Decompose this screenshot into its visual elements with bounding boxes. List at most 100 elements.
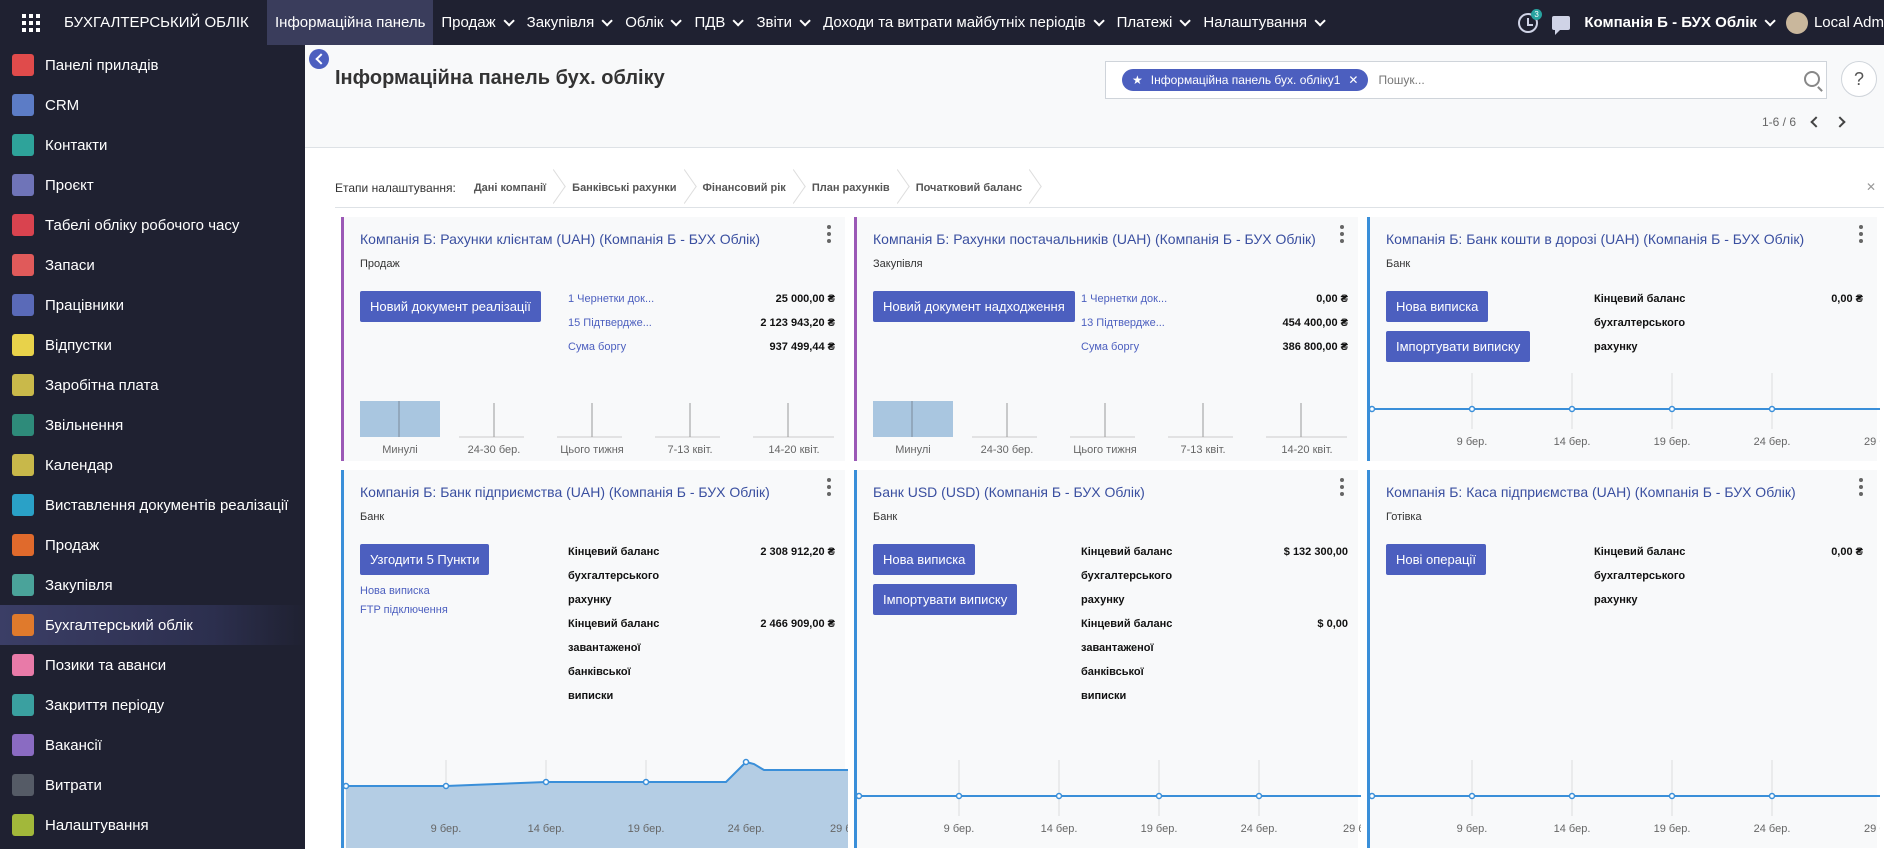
bar[interactable] [360, 401, 440, 437]
help-button[interactable]: ? [1841, 61, 1877, 97]
card-title[interactable]: Банк USD (USD) (Компанія Б - БУХ Облік) [873, 484, 1145, 500]
menu-purchase[interactable]: Закупівля [519, 0, 618, 45]
pager-value[interactable]: 1-6 / 6 [1762, 115, 1797, 129]
sidebar-item[interactable]: Запаси [0, 245, 305, 285]
line-chart[interactable]: 9 бер. 14 бер. 19 бер. 24 бер. 29 бер. [344, 758, 848, 848]
data-point[interactable] [1468, 405, 1476, 413]
data-point[interactable] [857, 792, 863, 800]
new-statement-button[interactable]: Нова виписка [873, 544, 976, 575]
card-title[interactable]: Компанія Б: Банк кошти в дорозі (UAH) (К… [1386, 231, 1805, 247]
data-point[interactable] [1668, 405, 1676, 413]
sidebar-item[interactable]: Заробітна плата [0, 365, 305, 405]
back-arrow-icon[interactable] [309, 49, 329, 69]
data-point[interactable] [1768, 405, 1776, 413]
sidebar-item[interactable]: CRM [0, 85, 305, 125]
search-bar[interactable]: ★ Інформаційна панель бух. обліку1 ✕ [1105, 61, 1827, 99]
data-point[interactable] [1568, 792, 1576, 800]
card-title[interactable]: Компанія Б: Банк підприємства (UAH) (Ком… [360, 484, 770, 500]
user-menu[interactable]: Local Adm [1785, 11, 1884, 34]
chat-icon[interactable] [1552, 15, 1571, 35]
setup-step-fiscal-year[interactable]: Фінансовий рік [703, 168, 804, 208]
stat-label[interactable]: Сума боргу [568, 341, 627, 353]
data-point[interactable] [742, 758, 750, 766]
sidebar-item[interactable]: Виставлення документів реалізації [0, 485, 305, 525]
data-point[interactable] [1155, 792, 1163, 800]
bar[interactable] [873, 401, 953, 437]
menu-configuration[interactable]: Налаштування [1195, 0, 1330, 45]
card-title[interactable]: Компанія Б: Рахунки клієнтам (UAH) (Комп… [360, 231, 761, 247]
data-point[interactable] [344, 782, 350, 790]
menu-sales[interactable]: Продаж [433, 0, 518, 45]
menu-reports[interactable]: Звіти [748, 0, 815, 45]
kebab-menu-icon[interactable] [827, 225, 831, 243]
new-transactions-button[interactable]: Нові операції [1386, 544, 1486, 575]
new-statement-link[interactable]: Нова виписка [360, 585, 430, 597]
sidebar-item[interactable]: Відпустки [0, 325, 305, 365]
remove-facet-icon[interactable]: ✕ [1348, 73, 1359, 87]
stat-label[interactable]: Сума боргу [1081, 341, 1140, 353]
sidebar-item[interactable]: Вакансії [0, 725, 305, 765]
ftp-connection-link[interactable]: FTP підключення [360, 604, 448, 616]
data-point[interactable] [1668, 792, 1676, 800]
line-chart[interactable]: 9 бер. 14 бер. 19 бер. 24 бер. 29 бер. [1370, 371, 1880, 461]
new-invoice-button[interactable]: Новий документ реалізації [360, 291, 541, 322]
sidebar-item[interactable]: Бухгалтерський облік [0, 605, 305, 645]
chevron-left-icon[interactable] [1810, 116, 1822, 128]
setup-step-bank[interactable]: Банківські рахунки [572, 168, 694, 208]
kebab-menu-icon[interactable] [1859, 478, 1863, 496]
sidebar-item[interactable]: Працівники [0, 285, 305, 325]
stat-label[interactable]: 1 Чернетки док... [1081, 293, 1168, 305]
stat-label[interactable]: 15 Підтвердже... [568, 317, 652, 329]
apps-menu-button[interactable] [0, 0, 62, 45]
new-bill-button[interactable]: Новий документ надходження [873, 291, 1075, 322]
data-point[interactable] [955, 792, 963, 800]
activity-clock-icon[interactable]: 3 [1518, 8, 1542, 33]
company-switcher[interactable]: Компанія Б - БУХ Облік [1584, 14, 1776, 31]
sidebar-item[interactable]: Закриття періоду [0, 685, 305, 725]
line-chart[interactable]: 9 бер. 14 бер. 19 бер. 24 бер. 29 бер. [857, 758, 1361, 848]
sidebar-item[interactable]: Звільнення [0, 405, 305, 445]
data-point[interactable] [1768, 792, 1776, 800]
close-icon[interactable]: ✕ [1865, 180, 1876, 194]
menu-deferred[interactable]: Доходи та витрати майбутніх періодів [815, 0, 1109, 45]
data-point[interactable] [642, 778, 650, 786]
menu-vat[interactable]: ПДВ [686, 0, 748, 45]
menu-accounting[interactable]: Облік [617, 0, 686, 45]
card-title[interactable]: Компанія Б: Каса підприємства (UAH) (Ком… [1386, 484, 1796, 500]
setup-step-company[interactable]: Дані компанії [474, 168, 564, 208]
data-point[interactable] [1568, 405, 1576, 413]
data-point[interactable] [1255, 792, 1263, 800]
setup-step-coa[interactable]: План рахунків [812, 168, 908, 208]
sidebar-item[interactable]: Налаштування [0, 805, 305, 845]
data-point[interactable] [1055, 792, 1063, 800]
search-icon[interactable] [1804, 71, 1820, 87]
kebab-menu-icon[interactable] [1340, 225, 1344, 243]
card-title[interactable]: Компанія Б: Рахунки постачальників (UAH)… [873, 231, 1316, 247]
stat-label[interactable]: 1 Чернетки док... [568, 293, 655, 305]
sidebar-item[interactable]: Продаж [0, 525, 305, 565]
sidebar-item[interactable]: Панелі приладів [0, 45, 305, 85]
setup-step-opening-balance[interactable]: Початковий баланс [916, 168, 1040, 208]
data-point[interactable] [1468, 792, 1476, 800]
sidebar-item[interactable]: Контакти [0, 125, 305, 165]
sidebar-item[interactable]: Витрати [0, 765, 305, 805]
sidebar-item[interactable]: Календар [0, 445, 305, 485]
data-point[interactable] [542, 778, 550, 786]
menu-payments[interactable]: Платежі [1109, 0, 1196, 45]
sidebar-item[interactable]: Позики та аванси [0, 645, 305, 685]
app-brand[interactable]: БУХГАЛТЕРСЬКИЙ ОБЛІК [64, 14, 249, 31]
sidebar-item[interactable]: Табелі обліку робочого часу [0, 205, 305, 245]
sidebar-item[interactable]: Закупівля [0, 565, 305, 605]
data-point[interactable] [442, 782, 450, 790]
import-statement-button[interactable]: Імпортувати виписку [873, 584, 1018, 615]
import-statement-button[interactable]: Імпортувати виписку [1386, 331, 1531, 362]
stat-label[interactable]: 13 Підтвердже... [1081, 317, 1165, 329]
data-point[interactable] [1370, 792, 1376, 800]
bar-chart[interactable]: Минулі 24-30 бер. Цього тижня 7-13 квіт.… [344, 391, 848, 461]
menu-dashboard[interactable]: Інформаційна панель [267, 0, 434, 45]
chevron-right-icon[interactable] [1834, 116, 1846, 128]
new-statement-button[interactable]: Нова виписка [1386, 291, 1489, 322]
kebab-menu-icon[interactable] [827, 478, 831, 496]
data-point[interactable] [1370, 405, 1376, 413]
bar-chart[interactable]: Минулі 24-30 бер. Цього тижня 7-13 квіт.… [857, 391, 1361, 461]
